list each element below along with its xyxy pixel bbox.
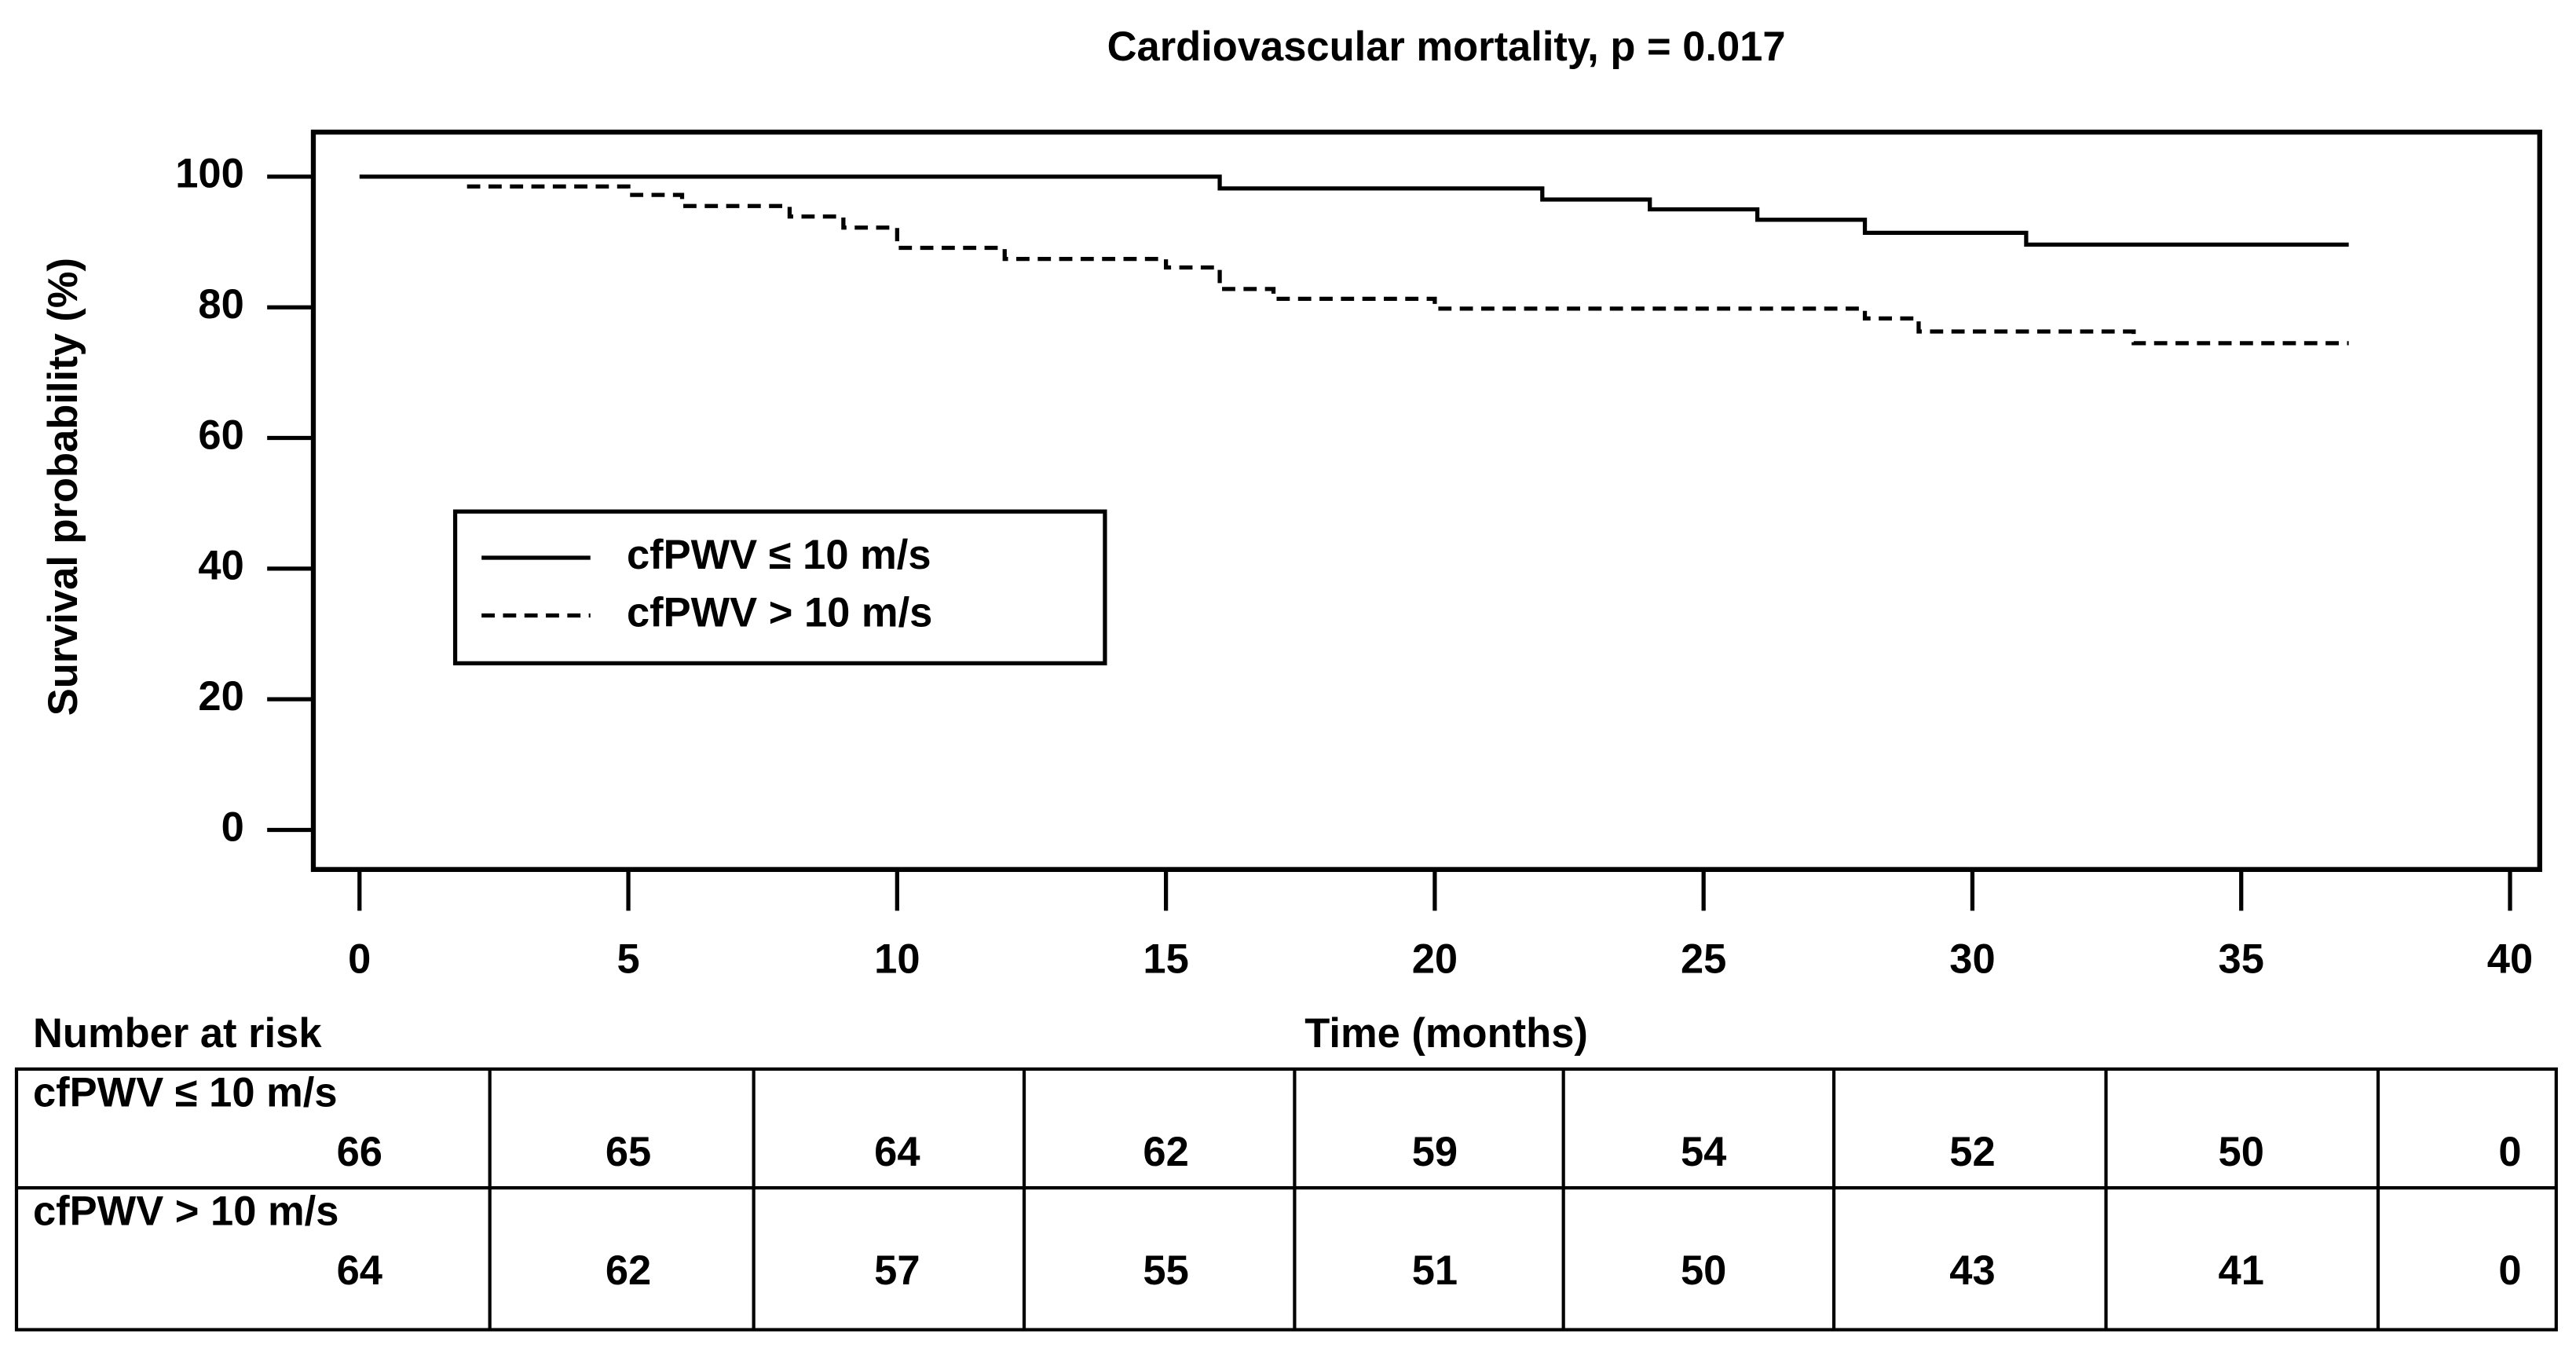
- risk-table-cell: 50: [1681, 1247, 1726, 1294]
- x-tick-label: 15: [1143, 936, 1188, 982]
- y-tick-label: 40: [198, 543, 243, 589]
- risk-table-cell: 51: [1412, 1247, 1458, 1294]
- risk-table-cell: 65: [606, 1129, 651, 1175]
- risk-table-cell: 0: [2498, 1247, 2521, 1294]
- y-tick-label: 80: [198, 281, 243, 328]
- x-tick-label: 40: [2487, 936, 2533, 982]
- risk-table-cell: 54: [1681, 1129, 1726, 1175]
- legend: [452, 509, 1107, 665]
- risk-table-title: Number at risk: [33, 1010, 322, 1057]
- legend-label: cfPWV ≤ 10 m/s: [627, 532, 931, 578]
- risk-table-cell: 64: [874, 1129, 920, 1175]
- x-axis-label: Time (months): [1304, 1010, 1588, 1057]
- risk-table-cell: 64: [337, 1247, 382, 1294]
- y-tick-label: 60: [198, 412, 243, 458]
- x-tick-label: 30: [1949, 936, 1995, 982]
- risk-table-cell: 55: [1143, 1247, 1188, 1294]
- y-tick-label: 0: [221, 804, 244, 850]
- risk-table-cell: 62: [1143, 1129, 1188, 1175]
- risk-table-cell: 50: [2219, 1129, 2264, 1175]
- x-tick-label: 10: [874, 936, 920, 982]
- risk-table-frame: [14, 1067, 2558, 1332]
- y-tick-label: 100: [175, 151, 244, 197]
- risk-table-cell: 41: [2219, 1247, 2264, 1294]
- x-tick-label: 5: [617, 936, 639, 982]
- y-tick-label: 20: [198, 673, 243, 720]
- chart-title: Cardiovascular mortality, p = 0.017: [1107, 24, 1786, 70]
- risk-table-row-label: cfPWV ≤ 10 m/s: [33, 1069, 338, 1115]
- risk-table-cell: 57: [874, 1247, 920, 1294]
- x-tick-label: 35: [2219, 936, 2264, 982]
- risk-table-cell: 62: [606, 1247, 651, 1294]
- risk-table-cell: 43: [1949, 1247, 1995, 1294]
- risk-table-row-label: cfPWV > 10 m/s: [33, 1189, 338, 1235]
- survival-curve: [359, 174, 2349, 247]
- y-axis-label: Survival probability (%): [40, 258, 86, 716]
- x-tick-label: 20: [1412, 936, 1458, 982]
- risk-table-cell: 52: [1949, 1129, 1995, 1175]
- risk-table-cell: 59: [1412, 1129, 1458, 1175]
- x-tick-label: 25: [1681, 936, 1726, 982]
- risk-table-cell: 66: [337, 1129, 382, 1175]
- plot-frame: [310, 130, 2542, 872]
- x-tick-label: 0: [348, 936, 371, 982]
- legend-label: cfPWV > 10 m/s: [627, 589, 932, 636]
- risk-table-cell: 0: [2498, 1129, 2521, 1175]
- survival-curve: [467, 184, 2349, 346]
